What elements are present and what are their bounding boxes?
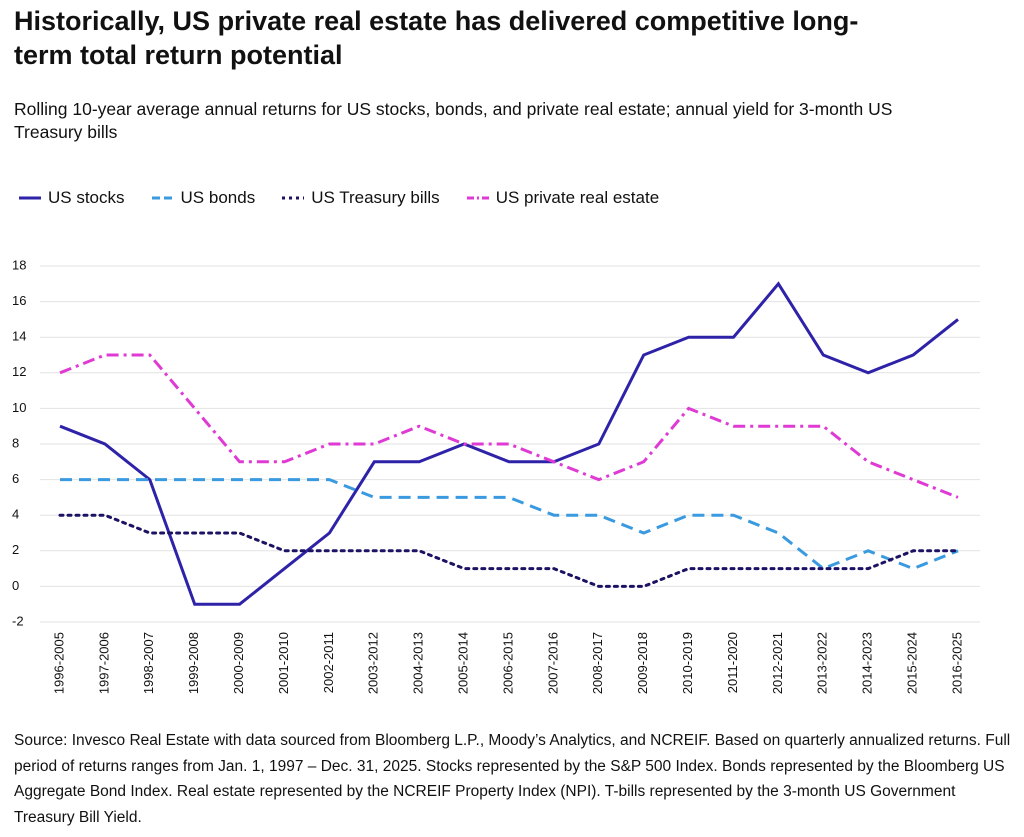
legend-label: US bonds	[180, 188, 256, 207]
x-tick-label: 2001-2010	[276, 632, 291, 694]
legend-item: US Treasury bills	[281, 188, 440, 208]
x-tick-label: 2007-2016	[545, 632, 560, 694]
x-tick-label: 2014-2023	[860, 632, 875, 694]
series-line	[60, 478, 959, 571]
x-tick-label: 2002-2011	[321, 632, 336, 693]
y-tick-label: 4	[12, 507, 19, 522]
legend-swatch	[466, 196, 489, 200]
legend-label: US stocks	[48, 188, 125, 207]
legend-item: US private real estate	[466, 188, 659, 208]
x-tick-label: 2009-2018	[635, 632, 650, 694]
x-tick-label: 1998-2007	[141, 632, 156, 694]
x-tick-label: 1999-2008	[186, 632, 201, 694]
chart-subtitle: Rolling 10-year average annual returns f…	[14, 99, 893, 142]
chart: -2 0 2 4 6 8 10 12 14 16 18 1996-2005 1997-2006 1998-…	[12, 257, 980, 694]
x-tick-label: 2010-2019	[680, 632, 695, 694]
y-tick-label: 0	[12, 578, 19, 593]
x-tick-label: 2012-2021	[770, 632, 785, 694]
y-tick-label: 12	[12, 364, 26, 379]
legend-label: US private real estate	[495, 188, 660, 207]
legend-item: US stocks	[18, 188, 125, 208]
x-tick-label: 2015-2024	[905, 632, 920, 694]
x-tick-label: 2006-2015	[500, 632, 515, 694]
y-tick-label: 10	[12, 400, 26, 415]
y-tick-label: 18	[12, 257, 26, 272]
y-tick-label: 16	[12, 293, 26, 308]
x-tick-label: 2004-2013	[411, 632, 426, 694]
y-tick-label: 14	[12, 329, 26, 344]
x-tick-label: 2011-2020	[725, 632, 740, 693]
x-tick-label: 2013-2022	[815, 632, 830, 694]
x-tick-label: 2016-2025	[949, 632, 964, 694]
x-tick-label: 2003-2012	[366, 632, 381, 694]
series-line	[58, 513, 960, 588]
y-tick-label: 6	[12, 471, 19, 486]
legend-swatch	[151, 196, 174, 200]
x-tick-label: 2005-2014	[456, 632, 471, 694]
x-tick-label: 1997-2006	[96, 632, 111, 694]
series-line	[59, 281, 959, 606]
x-tick-label: 1996-2005	[51, 632, 66, 694]
legend-label: US Treasury bills	[311, 188, 440, 207]
series-line	[59, 353, 959, 499]
x-tick-label: 2000-2009	[231, 632, 246, 694]
legend-swatch	[282, 196, 305, 200]
x-tick-label: 2008-2017	[590, 632, 605, 694]
y-tick-label: 2	[12, 542, 19, 557]
source-note: Source: Invesco Real Estate with data so…	[14, 732, 1011, 826]
legend: US stocks US bonds US Treasury bills US pri…	[18, 188, 659, 208]
y-tick-label: 8	[12, 435, 19, 450]
chart-title: Historically, US private real estate has…	[14, 6, 859, 70]
y-tick-label: -2	[12, 613, 24, 628]
legend-swatch	[19, 196, 41, 200]
legend-item: US bonds	[151, 188, 256, 208]
